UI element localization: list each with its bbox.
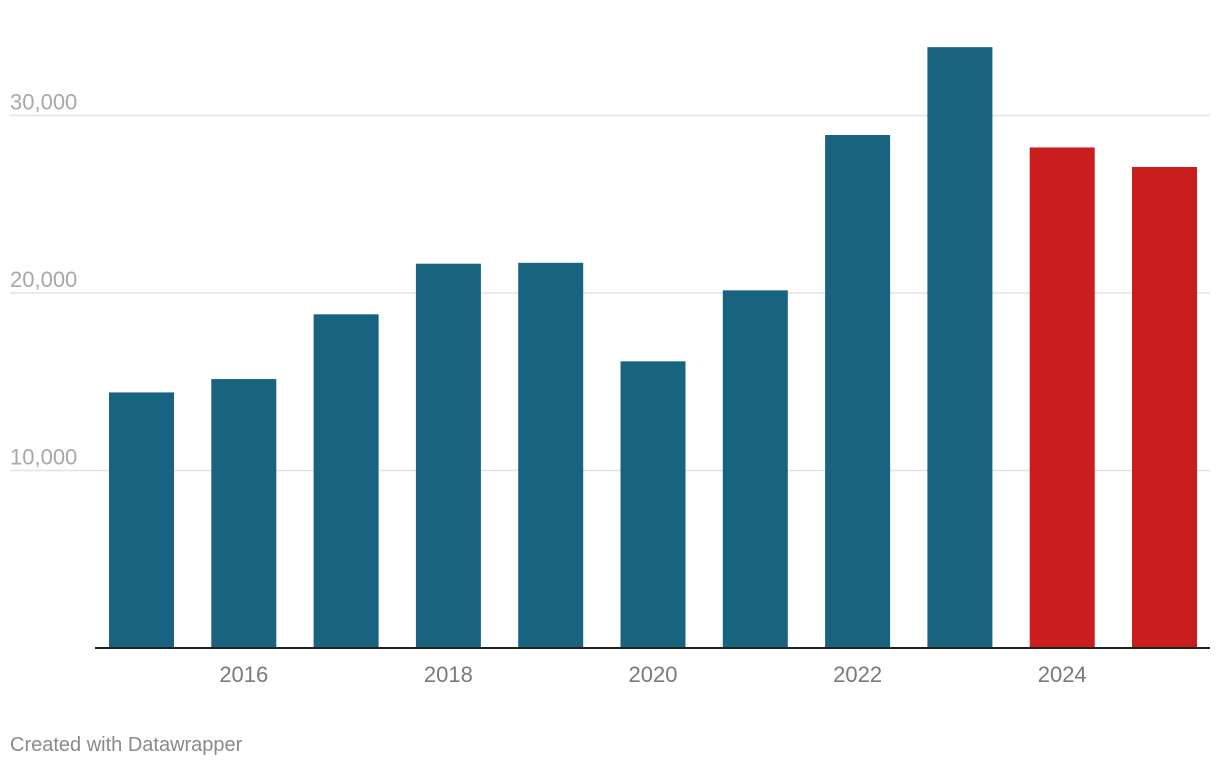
bar-2024 <box>1029 147 1095 648</box>
y-tick-label: 20,000 <box>10 267 77 292</box>
credit-text[interactable]: Created with Datawrapper <box>10 734 243 756</box>
y-tick-label: 30,000 <box>10 90 77 115</box>
bar-2020 <box>620 361 686 648</box>
x-axis-labels: 2016 2018 2020 2022 2024 <box>219 662 1086 687</box>
x-tick-label: 2018 <box>424 662 473 687</box>
y-tick-label: 10,000 <box>10 445 77 470</box>
gridlines: 10,000 20,000 30,000 <box>10 90 1210 472</box>
x-tick-label: 2016 <box>219 662 268 687</box>
bar-2015 <box>109 392 174 648</box>
bar-2023 <box>927 47 993 649</box>
x-tick-label: 2022 <box>833 662 882 687</box>
bar-2021 <box>722 290 788 648</box>
bar-chart: 10,000 20,000 30,000 2016 2018 2020 2022 2024 <box>10 47 1210 687</box>
bar-2025 <box>1132 166 1197 648</box>
x-tick-label: 2024 <box>1038 662 1087 687</box>
x-tick-label: 2020 <box>629 662 678 687</box>
bars <box>109 47 1197 649</box>
bar-2016 <box>211 379 277 648</box>
bar-2018 <box>415 263 481 648</box>
bar-2022 <box>825 135 891 648</box>
bar-2017 <box>313 314 379 648</box>
bar-2019 <box>518 262 584 648</box>
